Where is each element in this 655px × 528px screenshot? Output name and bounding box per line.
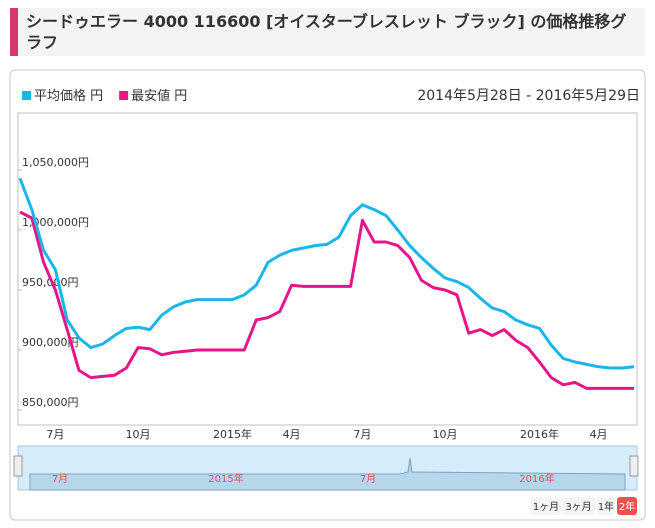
navigator-handle[interactable] xyxy=(629,455,639,477)
y-tick-label: 1,000,000円 xyxy=(22,216,89,229)
legend-swatch[interactable] xyxy=(119,91,129,100)
y-tick-label: 1,050,000円 xyxy=(22,156,89,169)
date-range: 2014年5月28日 - 2016年5月29日 xyxy=(417,88,640,104)
y-tick-label: 950,000円 xyxy=(22,276,79,289)
navigator-series xyxy=(29,457,626,491)
range-button[interactable] xyxy=(597,497,615,515)
price-line xyxy=(18,177,635,370)
plot-frame xyxy=(17,112,638,426)
x-tick-label: 2015年 xyxy=(213,427,252,441)
x-tick-label: 7月 xyxy=(46,428,64,441)
y-tick-label: 850,000円 xyxy=(22,396,79,409)
legend-swatch[interactable] xyxy=(22,91,31,100)
range-button-label[interactable]: 3ヶ月 xyxy=(565,501,591,513)
price-line xyxy=(19,210,634,390)
range-button-label[interactable]: 1ヶ月 xyxy=(533,501,559,513)
page-title: シードゥエラー 4000 116600 [オイスターブレスレット ブラック] の… xyxy=(10,8,645,56)
x-tick-label: 2016年 xyxy=(520,427,559,441)
navigator-label: 2015年 xyxy=(208,472,243,485)
x-tick-label: 10月 xyxy=(433,428,458,441)
x-tick-label: 10月 xyxy=(126,428,151,441)
range-button[interactable] xyxy=(562,497,595,515)
legend-label[interactable]: 最安値 円 xyxy=(131,88,187,104)
navigator-label: 2016年 xyxy=(519,472,554,485)
navigator-label: 7月 xyxy=(360,473,376,485)
range-button-label[interactable]: 2年 xyxy=(619,500,635,513)
navigator-label: 7月 xyxy=(52,473,68,485)
x-tick-label: 7月 xyxy=(353,428,371,441)
range-button[interactable] xyxy=(617,497,637,515)
legend-label[interactable]: 平均価格 円 xyxy=(34,88,103,104)
chart-frame xyxy=(9,69,646,521)
range-button[interactable] xyxy=(531,497,561,515)
navigator-handle[interactable] xyxy=(13,455,23,477)
y-tick-label: 900,000円 xyxy=(22,336,79,349)
x-tick-label: 4月 xyxy=(590,428,608,441)
range-button-label[interactable]: 1年 xyxy=(598,500,614,513)
x-tick-label: 4月 xyxy=(283,428,301,441)
